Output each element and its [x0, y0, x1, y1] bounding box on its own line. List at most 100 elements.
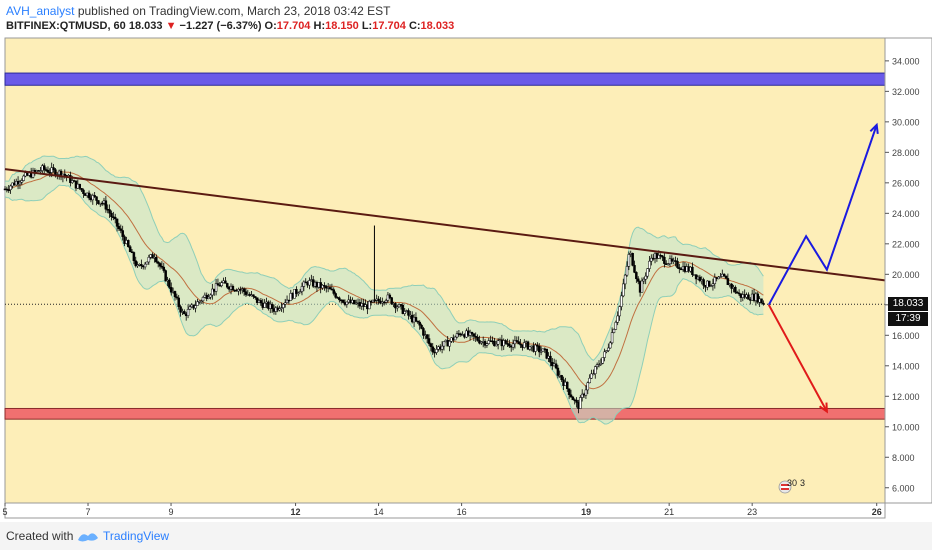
candle-body [691, 266, 694, 275]
candle-body [508, 343, 511, 347]
candle-body [676, 260, 679, 268]
open-value: 17.704 [276, 20, 311, 32]
y-tick-label: 34.000 [892, 56, 920, 66]
candle-body [523, 342, 526, 348]
event-marker[interactable]: 30 3 [778, 478, 808, 494]
candle-body [334, 293, 337, 298]
candle-body [435, 349, 438, 353]
candle-body [214, 283, 218, 292]
candle-body [429, 343, 433, 348]
tradingview-link[interactable]: TradingView [103, 529, 170, 543]
candle-body [259, 300, 263, 304]
candle-body [183, 311, 186, 315]
y-tick-label: 22.000 [892, 239, 920, 249]
open-label: O: [264, 20, 277, 32]
candle-body [698, 276, 702, 282]
candle-body [702, 279, 705, 286]
candle-body [625, 266, 629, 276]
candle-body [216, 283, 220, 286]
candle-body [418, 321, 421, 326]
close-value: 18.033 [420, 20, 455, 32]
candle-body [601, 357, 604, 364]
time-axis[interactable]: 5 7 9 12 14 16 19 21 23 26 [2, 502, 886, 519]
price-axis[interactable]: 6.0008.00010.00012.00014.00016.00018.000… [884, 37, 932, 504]
candle-body [119, 228, 123, 231]
candle-body [623, 274, 627, 285]
candle-body [631, 252, 634, 266]
candle-body [640, 280, 644, 293]
candle-body [226, 283, 229, 288]
candle-body [416, 320, 420, 323]
y-tick-label: 20.000 [892, 270, 920, 280]
candle-body [644, 275, 647, 280]
candle-body [511, 343, 515, 348]
y-tick-label: 10.000 [892, 422, 920, 432]
price-chart[interactable]: 6.0008.00010.00012.00014.00016.00018.000… [0, 0, 932, 522]
candle-body [328, 287, 332, 290]
candle-body [270, 303, 274, 310]
candle-body [526, 341, 530, 350]
candle-body [476, 336, 479, 341]
candle-body [528, 346, 532, 350]
candle-body [87, 192, 91, 199]
candle-body [52, 167, 55, 170]
band-fill [5, 155, 764, 425]
candle-body [707, 280, 711, 287]
candle-body [472, 333, 476, 337]
candle-body [282, 304, 285, 308]
last-price-badge: 18.033 [888, 297, 928, 312]
candle-body [44, 169, 48, 171]
event-sub-count: 3 [800, 478, 806, 488]
candle-body [599, 363, 603, 365]
candle-body [394, 303, 397, 309]
candle-body [115, 218, 119, 227]
candle-body [390, 297, 393, 305]
candle-body [332, 289, 336, 294]
candle-body [168, 279, 171, 288]
candle-body [396, 306, 399, 309]
candle-body [588, 377, 591, 384]
candle-body [377, 298, 380, 302]
candle-body [278, 308, 281, 311]
candle-body [480, 341, 483, 344]
candle-body [224, 280, 227, 284]
candle-body [517, 341, 520, 345]
candle-body [425, 334, 429, 339]
candle-body [666, 263, 670, 266]
candle-body [353, 299, 356, 305]
y-tick-label: 32.000 [892, 87, 920, 97]
candle-body [427, 338, 431, 344]
candle-body [160, 265, 164, 268]
candle-body [22, 175, 25, 181]
candle-body [493, 340, 496, 347]
candle-body [231, 285, 235, 291]
candle-body [209, 294, 212, 298]
candle-body [110, 212, 113, 218]
candle-body [93, 195, 96, 197]
author-link[interactable]: AVH_analyst [6, 4, 75, 18]
candle-body [97, 200, 100, 204]
candle-body [442, 341, 446, 347]
candle-body [78, 183, 81, 189]
candle-body [80, 188, 83, 191]
candle-body [571, 396, 575, 401]
candle-body [448, 341, 451, 347]
candle-body [283, 302, 287, 305]
candle-body [636, 278, 640, 282]
bull-projection-arrow-head [869, 122, 879, 134]
candle-body [242, 288, 246, 292]
candle-body [549, 355, 552, 363]
candle-body [586, 382, 590, 391]
x-tick-label: 21 [664, 507, 674, 517]
x-tick-label: 19 [581, 507, 591, 517]
y-tick-label: 12.000 [892, 392, 920, 402]
candle-body [297, 292, 300, 295]
candle-body [280, 307, 283, 309]
time-axis-bg [4, 502, 886, 519]
bear-projection-arrow-head [818, 402, 828, 414]
candle-body [244, 291, 248, 295]
candle-body [164, 270, 167, 282]
candle-body [597, 364, 601, 366]
chart-header: AVH_analyst published on TradingView.com… [0, 0, 932, 38]
candle-body [605, 350, 608, 353]
